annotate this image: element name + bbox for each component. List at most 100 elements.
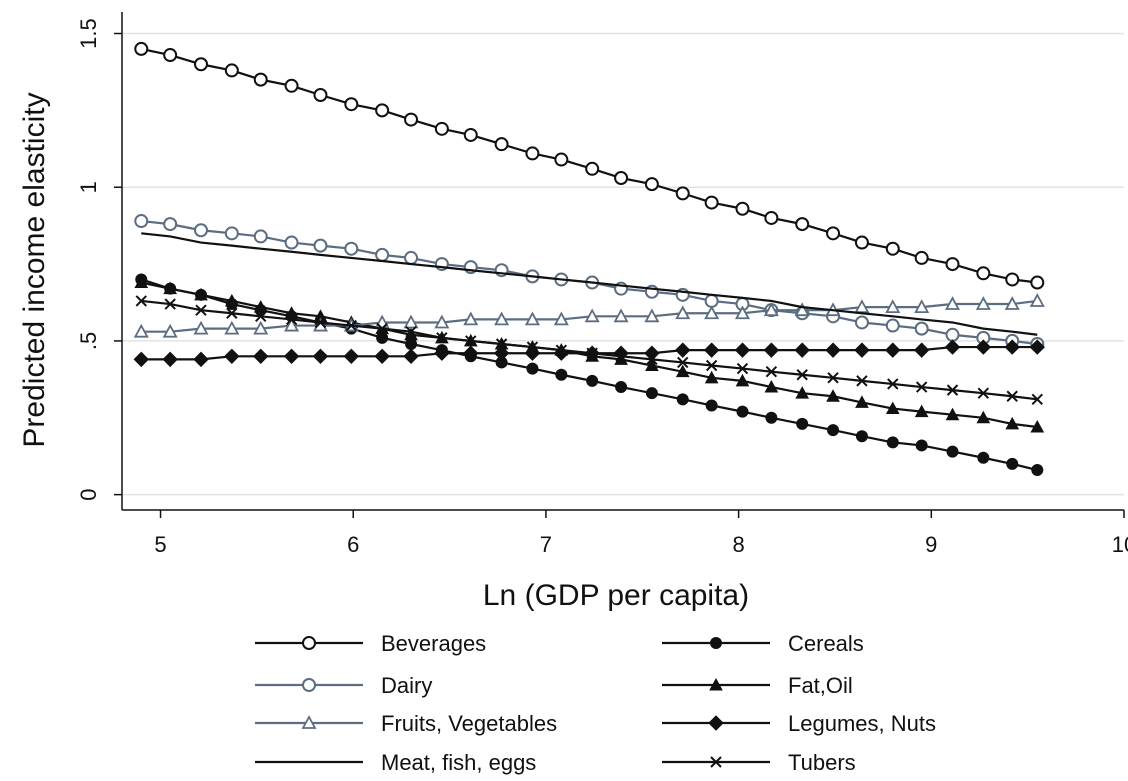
point-tubers-14: [555, 344, 568, 356]
point-tubers-11: [465, 335, 477, 347]
point-beverages-13: [525, 146, 540, 161]
point-legumes-nuts-12: [493, 345, 510, 361]
point-tubers-13: [526, 341, 539, 353]
legend-label-cereals: Cereals: [788, 631, 864, 656]
x-tick-label-3: 8: [732, 532, 744, 557]
point-dairy-6: [313, 238, 328, 253]
point-fruits-vegetables-4: [253, 320, 269, 335]
point-beverages-5: [284, 78, 299, 93]
point-fat-oil-28: [976, 410, 991, 424]
legend-item-beverages: Beverages: [255, 631, 486, 656]
point-tubers-22: [796, 369, 808, 381]
legend-label-meat-fish-eggs: Meat, fish, eggs: [381, 750, 536, 775]
point-fat-oil-1: [163, 281, 178, 295]
point-tubers-16: [615, 350, 627, 363]
point-tubers-26-stroke-b: [915, 381, 928, 393]
point-cereals-29: [1006, 457, 1019, 470]
point-cereals-21: [765, 411, 778, 424]
point-beverages-9: [404, 112, 419, 127]
point-cereals-26: [915, 439, 928, 452]
point-tubers-25: [887, 378, 899, 390]
point-fruits-vegetables-27: [944, 296, 961, 310]
point-tubers-2: [195, 304, 207, 316]
point-tubers-9: [405, 325, 417, 338]
x-tick-label-2: 7: [540, 532, 552, 557]
point-beverages-2: [194, 57, 209, 72]
point-beverages-19: [704, 195, 719, 210]
point-legumes-nuts-1: [162, 351, 178, 368]
point-legumes-nuts-21: [763, 342, 780, 358]
point-tubers-4-stroke-b: [255, 310, 267, 323]
point-cereals-27: [946, 445, 959, 458]
point-tubers-7: [345, 319, 358, 332]
point-fat-oil-19: [704, 370, 719, 384]
point-tubers-15-stroke-b: [586, 347, 598, 359]
point-tubers-18: [677, 356, 689, 369]
point-tubers-26: [915, 381, 928, 393]
series-cereals: [135, 273, 1044, 477]
x-tick-label-5: 10: [1112, 532, 1128, 557]
point-tubers-7-stroke-b: [345, 319, 358, 332]
point-fruits-vegetables-16: [613, 308, 629, 323]
point-dairy-5: [284, 235, 299, 250]
point-fat-oil-29: [1005, 416, 1020, 430]
point-fat-oil-21: [764, 379, 779, 393]
legend-label-fruits-vegetables: Fruits, Vegetables: [381, 711, 557, 736]
series-layer: [133, 41, 1045, 477]
point-fat-oil-18: [675, 364, 690, 378]
point-fruits-vegetables-24: [854, 299, 870, 314]
point-tubers-6: [314, 316, 327, 329]
point-cereals-19: [705, 399, 718, 412]
legend-marker-tubers: [710, 756, 722, 768]
legend-label-fat-oil: Fat,Oil: [788, 673, 853, 698]
series-fruits-vegetables: [133, 293, 1045, 338]
point-fruits-vegetables-2: [193, 320, 209, 335]
point-tubers-30-stroke-b: [1031, 393, 1043, 406]
point-tubers-13-stroke-b: [526, 341, 539, 353]
point-fat-oil-22: [795, 386, 810, 399]
point-tubers-8: [376, 322, 388, 335]
point-legumes-nuts-26: [913, 342, 930, 358]
point-tubers-3-stroke-b: [226, 307, 238, 319]
legend: Beverages Cereals Dairy Fat,Oil Fruits, Vege…: [255, 631, 936, 775]
point-legumes-nuts-29: [1004, 339, 1020, 355]
point-tubers-12-stroke-b: [495, 338, 508, 350]
point-tubers-19-stroke-b: [705, 359, 718, 372]
point-dairy-1: [163, 217, 178, 232]
y-tick-label-2: 1: [76, 181, 101, 193]
point-fruits-vegetables-18: [675, 305, 691, 320]
point-tubers-23: [827, 372, 839, 384]
point-tubers-12: [495, 338, 508, 350]
point-tubers-21: [765, 365, 778, 378]
point-beverages-17: [644, 177, 659, 192]
x-tick-label-1: 6: [347, 532, 359, 557]
point-fruits-vegetables-28: [975, 296, 991, 310]
point-cereals-13: [526, 362, 539, 375]
point-cereals-25: [886, 436, 899, 449]
point-fat-oil-0: [134, 275, 149, 289]
point-fruits-vegetables-22: [794, 302, 810, 317]
point-tubers-11-stroke-b: [465, 335, 477, 347]
point-tubers-27-stroke-b: [946, 384, 959, 396]
point-fruits-vegetables-29: [1004, 296, 1020, 310]
point-legumes-nuts-27: [944, 339, 961, 355]
point-tubers-2-stroke-b: [195, 304, 207, 316]
point-beverages-22: [795, 217, 810, 232]
point-fat-oil-25: [885, 401, 900, 415]
point-tubers-3: [226, 307, 238, 319]
point-beverages-12: [494, 137, 509, 152]
point-fruits-vegetables-30: [1029, 293, 1045, 307]
point-beverages-28: [976, 266, 991, 281]
point-tubers-29: [1006, 390, 1018, 402]
point-beverages-29: [1005, 272, 1020, 287]
point-tubers-24: [856, 375, 868, 387]
point-fat-oil-23: [826, 389, 840, 402]
point-fat-oil-4: [253, 300, 268, 313]
legend-item-fruits-vegetables: Fruits, Vegetables: [255, 711, 557, 736]
point-tubers-8-stroke-b: [376, 322, 388, 335]
point-cereals-15: [586, 374, 599, 387]
legend-item-dairy: Dairy: [255, 673, 432, 698]
point-legumes-nuts-10: [434, 345, 450, 361]
point-tubers-17: [646, 353, 658, 366]
